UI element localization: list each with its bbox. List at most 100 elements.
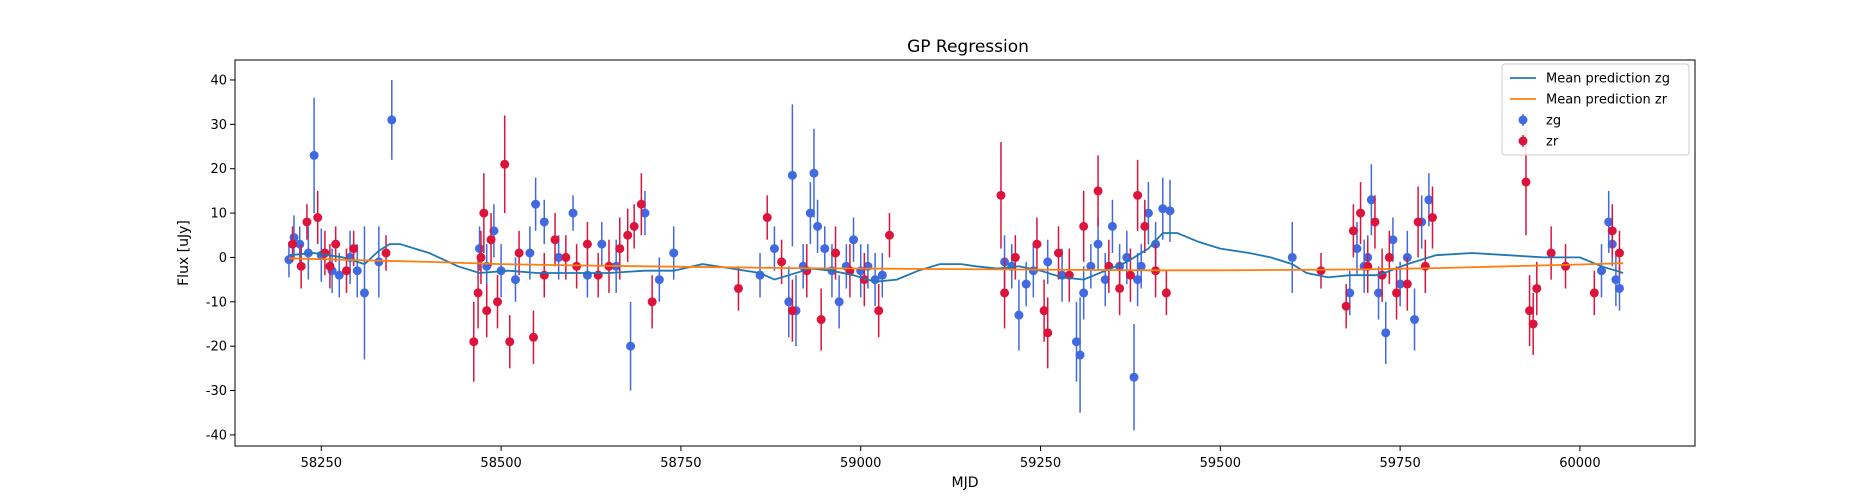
data-point-zr [1413,217,1423,227]
data-point-zr [1039,306,1049,316]
data-point-zg [510,275,520,285]
data-point-zg [805,208,815,218]
data-point-zg [1165,206,1175,216]
x-tick-label: 58750 [660,456,701,471]
data-point-zr [469,337,479,347]
plot-frame [234,59,1696,447]
y-tick-label: 10 [210,207,227,222]
y-tick-label: 40 [210,73,227,88]
data-point-zr [629,221,639,231]
data-point-zr [482,306,492,316]
x-tick-label: 58250 [301,456,342,471]
data-point-zr [296,261,306,271]
data-point-zr [1589,288,1599,298]
data-point-zr [593,270,603,280]
data-point-zr [1133,190,1143,200]
data-point-zr [816,315,826,325]
data-point-zg [1388,235,1398,245]
data-point-zr [1521,177,1531,187]
data-point-zg [769,244,779,254]
data-point-zr [1053,248,1063,258]
y-tick-label: 0 [219,251,227,266]
data-point-zg [1366,195,1376,205]
data-point-zg [359,288,369,298]
data-point-zg [1014,310,1024,320]
data-point-zr [341,266,351,276]
data-point-zr [1079,221,1089,231]
data-point-zr [473,288,483,298]
data-point-zg [539,217,549,227]
data-point-zg [1075,350,1085,360]
data-point-zr [320,248,330,258]
data-point-zg [1611,275,1621,285]
data-point-zg [597,239,607,249]
data-point-zr [615,244,625,254]
data-point-zr [733,283,743,293]
data-point-zr [1561,261,1571,271]
data-point-zg [877,270,887,280]
data-point-zg [1107,221,1117,231]
data-point-zr [1125,270,1135,280]
data-point-zg [387,115,397,125]
data-point-zr [1384,252,1394,262]
data-point-zg [1100,275,1110,285]
data-point-zg [1133,275,1143,285]
data-point-zr [1525,306,1535,316]
data-point-zg [1136,261,1146,271]
data-point-zg [849,235,859,245]
data-point-zr [493,297,503,307]
data-point-zr [486,235,496,245]
y-axis: -40 -30 -20 -10 0 10 20 30 40 [206,73,235,443]
y-tick-label: -30 [206,384,227,399]
data-point-zg [352,266,362,276]
data-point-zg [1143,208,1153,218]
data-point-zg [334,270,344,280]
data-point-zr [1043,328,1053,338]
data-point-zr [1161,288,1171,298]
x-tick-label: 58500 [480,456,521,471]
data-point-zg [531,199,541,209]
data-point-zr [1546,248,1556,258]
data-point-zr [1614,248,1624,258]
data-point-zg [1604,217,1614,227]
data-point-zg [374,257,384,267]
data-point-zg [820,244,830,254]
data-point-zr [762,213,772,223]
y-tick-label: -40 [206,428,227,443]
data-point-zr [777,257,787,267]
mean-line-mean-prediction-zr [288,257,1624,272]
data-point-zg [1129,372,1139,382]
data-point-zr [550,235,560,245]
data-point-zg [1287,252,1297,262]
data-point-zr [1348,226,1358,236]
legend-label: zr [1546,135,1559,150]
x-axis: 58250 58500 58750 59000 59250 59500 59750 60000 [301,446,1601,471]
data-point-zr [996,190,1006,200]
data-point-zg [295,239,305,249]
chart-title: GP Regression [907,37,1029,57]
plot-area [284,79,1624,431]
data-point-zg [525,248,535,258]
data-point-zr [325,261,335,271]
data-point-zr [884,230,894,240]
x-tick-label: 60000 [1559,456,1600,471]
data-point-zg [1079,288,1089,298]
data-point-zg [582,270,592,280]
data-point-zg [1021,279,1031,289]
series-zg [284,79,1624,431]
data-point-zr [1093,186,1103,196]
data-point-zg [654,275,664,285]
data-point-zr [1140,221,1150,231]
data-point-zr [1402,279,1412,289]
data-point-zr [831,248,841,258]
legend: Mean prediction zg Mean prediction zr zg zr [1501,63,1690,156]
data-point-zr [500,159,510,169]
y-tick-label: -10 [206,295,227,310]
legend-point-swatch [1518,115,1528,125]
data-point-zr [313,213,323,223]
data-point-zr [1115,283,1125,293]
data-point-zg [1614,283,1624,293]
y-tick-label: 20 [210,162,227,177]
data-point-zg [809,168,819,178]
